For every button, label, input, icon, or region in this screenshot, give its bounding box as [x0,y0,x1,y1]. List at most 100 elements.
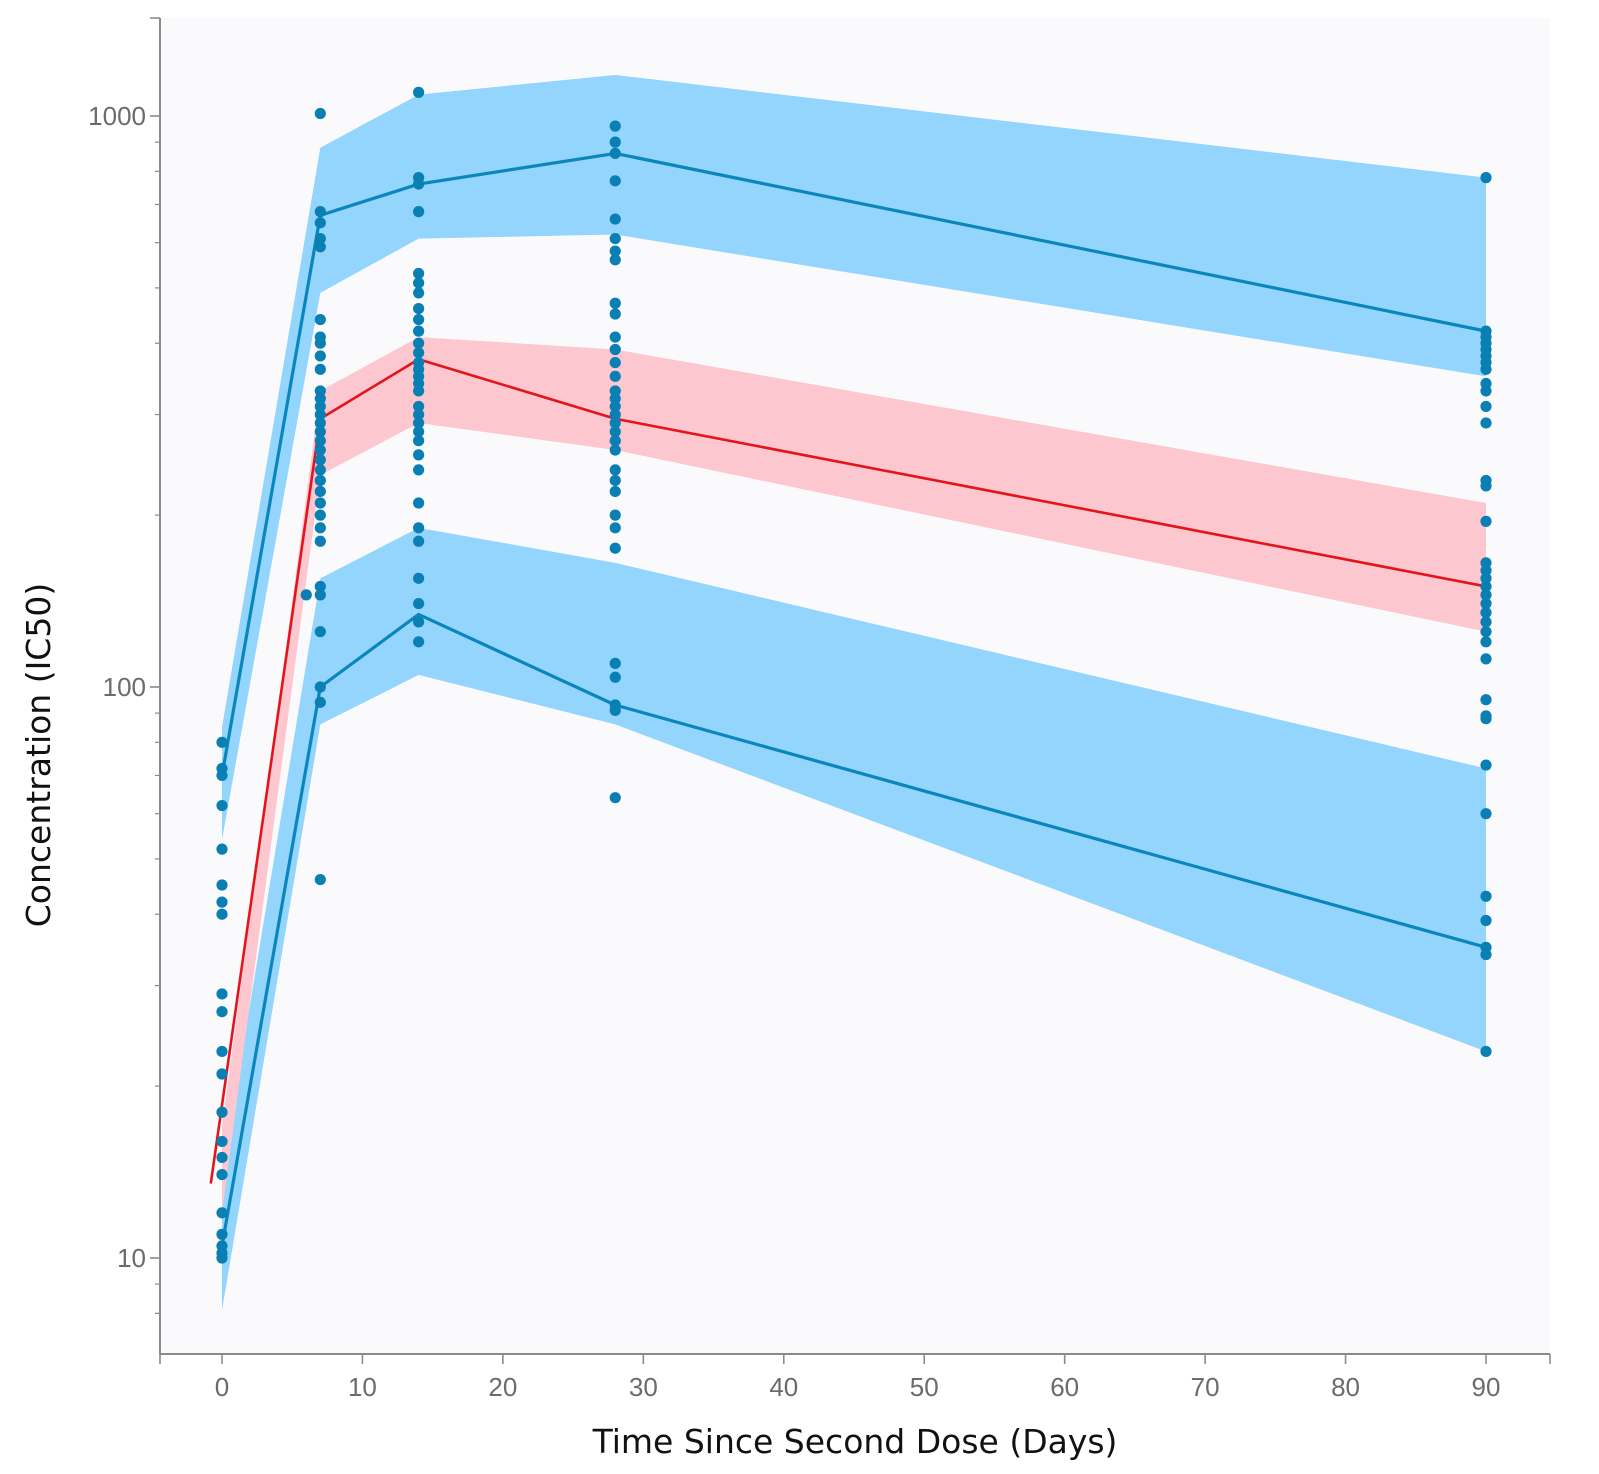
data-point [314,363,326,375]
data-point [216,1135,228,1148]
data-point [314,509,326,521]
data-point [314,474,326,487]
data-point [216,799,228,812]
data-point [1480,1045,1492,1058]
data-point [216,1106,228,1118]
data-point [314,408,326,421]
x-tick-label: 70 [1191,1372,1220,1402]
data-point [609,671,621,683]
data-point [609,474,621,487]
data-point [413,337,425,349]
data-point [1480,172,1492,184]
data-point [413,287,425,299]
data-point [1480,653,1492,665]
x-tick-label: 0 [215,1372,229,1402]
x-tick-label: 20 [488,1372,517,1402]
data-point [413,426,425,438]
data-point [609,408,621,421]
data-point [609,417,621,429]
data-point [413,277,425,289]
data-point [413,597,425,610]
data-point [314,417,326,429]
data-point [314,313,326,326]
data-point [314,217,326,229]
data-point [1480,385,1492,397]
data-point [1480,363,1492,375]
data-point [216,1228,228,1240]
data-point [413,385,425,397]
x-tick-label: 40 [769,1372,798,1402]
data-point [413,449,425,461]
data-point [609,485,621,498]
data-point [413,325,425,337]
y-tick-label: 1000 [88,101,146,131]
data-point [1480,948,1492,961]
data-point [609,136,621,148]
data-point [216,896,228,908]
data-point [1480,417,1492,429]
data-point [413,178,425,190]
data-point [216,908,228,920]
data-point [314,206,326,218]
data-point [609,509,621,521]
data-point [1480,694,1492,706]
data-point [413,400,425,413]
data-point [609,392,621,405]
data-point [1480,759,1492,771]
x-tick-label: 50 [910,1372,939,1402]
x-tick-label: 10 [348,1372,377,1402]
data-point [413,347,425,359]
data-point [1480,713,1492,725]
data-point [609,213,621,225]
x-tick-label: 90 [1472,1372,1501,1402]
data-point [314,485,326,498]
data-point [1480,589,1492,601]
data-point [1480,890,1492,902]
data-point [1480,597,1492,610]
data-point [314,454,326,466]
x-tick-label: 60 [1050,1372,1079,1402]
data-point [314,497,326,509]
data-point [1480,914,1492,927]
data-point [216,1151,228,1164]
data-point [609,657,621,669]
data-point [1480,636,1492,648]
data-point [314,435,326,447]
data-point [609,245,621,257]
data-point [609,175,621,187]
data-point [609,435,621,447]
data-point [1480,626,1492,638]
data-point [314,522,326,534]
data-point [216,843,228,855]
data-point [314,232,326,245]
data-point [413,408,425,421]
data-point [609,400,621,413]
data-point [609,370,621,382]
data-point [314,444,326,456]
data-point [1480,400,1492,413]
data-point [1480,572,1492,584]
data-point [609,308,621,320]
data-point [413,435,425,447]
data-point [314,337,326,349]
data-point [609,254,621,266]
data-point [609,464,621,476]
data-point [609,356,621,369]
data-point [609,426,621,438]
data-point [609,331,621,343]
data-point [1480,808,1492,820]
data-point [1480,480,1492,492]
band-1 [222,527,1486,1311]
data-point [216,1006,228,1018]
data-point [609,232,621,245]
data-point [1480,564,1492,577]
x-tick-label: 30 [629,1372,658,1402]
percentile-line-1 [220,612,1487,1247]
axis-ticks: 0 10 20 30 40 50 60 70 80 90 10 100 1000 [88,17,1551,1402]
x-tick-label: 80 [1331,1372,1360,1402]
data-point [413,86,425,98]
data-point [413,616,425,628]
data-point [314,873,326,886]
data-point [609,297,621,309]
data-point [314,681,326,693]
